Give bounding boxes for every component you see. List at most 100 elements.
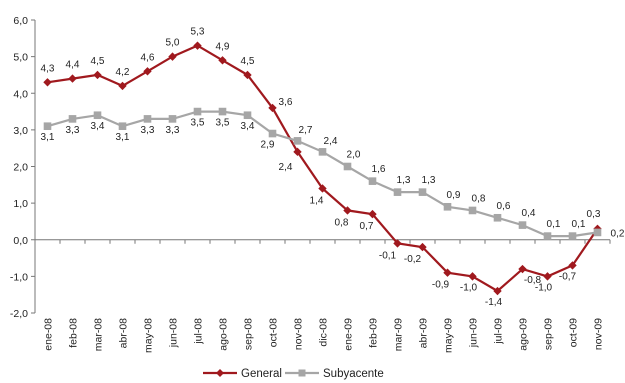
axes	[31, 19, 611, 314]
data-label: 0,1	[572, 219, 586, 230]
y-tick-label: 3,0	[13, 125, 28, 137]
legend-label-subyacente: Subyacente	[323, 368, 384, 380]
x-tick-label: jun-08	[168, 318, 180, 348]
x-tick-label: ene-09	[343, 318, 355, 351]
x-tick-label: mar-08	[93, 318, 105, 351]
data-label: 4,2	[116, 67, 130, 78]
data-point	[393, 239, 402, 248]
data-label: 1,3	[397, 175, 411, 186]
data-label: 0,6	[497, 201, 511, 212]
data-label: -1,0	[460, 282, 478, 293]
data-label: -1,0	[535, 282, 553, 293]
data-point	[243, 111, 252, 120]
data-label: 2,4	[324, 136, 338, 147]
data-point	[343, 162, 352, 171]
data-label: 0,4	[522, 208, 536, 219]
data-label: 3,5	[216, 118, 230, 129]
x-tick-label: oct-08	[268, 318, 280, 347]
data-label: -0,1	[379, 250, 397, 261]
data-point	[393, 188, 402, 196]
data-point	[168, 115, 177, 123]
series-lines	[47, 44, 599, 293]
data-label: 4,4	[66, 60, 80, 71]
data-point	[468, 272, 477, 281]
x-tick-label: nov-09	[593, 318, 605, 350]
data-label: 0,7	[360, 221, 374, 232]
data-label: 4,5	[91, 56, 105, 67]
data-label: 4,5	[241, 56, 255, 67]
data-point	[68, 74, 77, 83]
data-label: 3,1	[116, 132, 130, 143]
x-tick-label: sep-09	[543, 318, 555, 350]
y-tick-labels: -2,0 -1,0 0,0 1,0 2,0 3,0 4,0 5,0 6,0	[10, 15, 28, 320]
data-labels: 4,3 4,4 4,5 4,2 4,6 5,0 5,3 4,9 4,5 3,6 2,4 1,4 0,8 0…	[41, 27, 625, 308]
series-line-subyacente	[47, 110, 598, 238]
data-point	[168, 52, 177, 61]
data-point	[418, 242, 427, 252]
data-point	[218, 107, 227, 116]
data-point	[118, 81, 127, 91]
data-point	[443, 268, 452, 277]
data-point	[318, 148, 327, 156]
x-tick-label: feb-08	[68, 318, 80, 348]
data-label: 3,3	[166, 125, 180, 136]
series-line-general	[47, 44, 599, 293]
data-point	[493, 213, 502, 222]
data-point	[543, 232, 552, 240]
data-point	[43, 78, 52, 87]
x-tick-label: jul-08	[193, 318, 205, 345]
data-point	[243, 70, 252, 80]
data-label: 3,3	[66, 125, 80, 136]
data-label: 3,5	[191, 118, 205, 129]
x-tick-label: sep-08	[243, 318, 255, 350]
x-tick-label: nov-08	[293, 318, 305, 350]
data-label: 0,1	[547, 219, 561, 230]
data-label: 0,9	[447, 190, 461, 201]
x-tick-label: mar-09	[393, 318, 405, 351]
data-label: 3,3	[141, 125, 155, 136]
data-label: -0,7	[559, 271, 577, 282]
data-point	[93, 70, 102, 80]
legend: General Subyacente	[203, 368, 384, 380]
data-point	[268, 103, 277, 113]
legend-marker-subyacente	[298, 369, 306, 377]
data-point	[568, 232, 577, 240]
data-point	[543, 272, 552, 281]
data-label: 0,8	[472, 193, 486, 204]
data-point	[143, 115, 152, 123]
data-point	[518, 264, 527, 274]
data-label: 4,6	[141, 52, 155, 63]
data-label: 2,9	[261, 140, 275, 151]
data-point	[193, 107, 202, 116]
data-point	[468, 206, 477, 215]
data-label: 1,6	[372, 164, 386, 175]
data-point	[443, 202, 452, 211]
data-point	[268, 129, 277, 138]
data-point	[493, 286, 502, 296]
series-markers	[43, 41, 602, 296]
data-point	[93, 111, 102, 120]
data-point	[368, 209, 377, 219]
data-point	[593, 228, 602, 237]
x-tick-label: jul-09	[493, 318, 505, 345]
data-label: 0,3	[587, 209, 601, 220]
x-tick-label: abr-09	[418, 318, 430, 349]
data-point	[418, 188, 427, 196]
data-label: 3,6	[279, 97, 293, 108]
data-point	[193, 41, 202, 50]
data-label: -0,9	[432, 280, 450, 291]
data-label: 1,3	[422, 175, 436, 186]
data-label: 2,7	[299, 125, 313, 136]
data-label: 0,8	[335, 217, 349, 228]
data-point	[343, 206, 352, 215]
data-label: 4,3	[41, 63, 55, 74]
data-point	[293, 147, 302, 157]
x-tick-label: abr-08	[118, 318, 130, 349]
legend-marker-general	[216, 369, 224, 377]
data-label: -0,8	[524, 275, 542, 286]
x-tick-label: ene-08	[43, 318, 55, 351]
data-label: 5,0	[166, 38, 180, 49]
data-label: -1,4	[485, 297, 503, 308]
data-label: 3,4	[241, 121, 255, 132]
